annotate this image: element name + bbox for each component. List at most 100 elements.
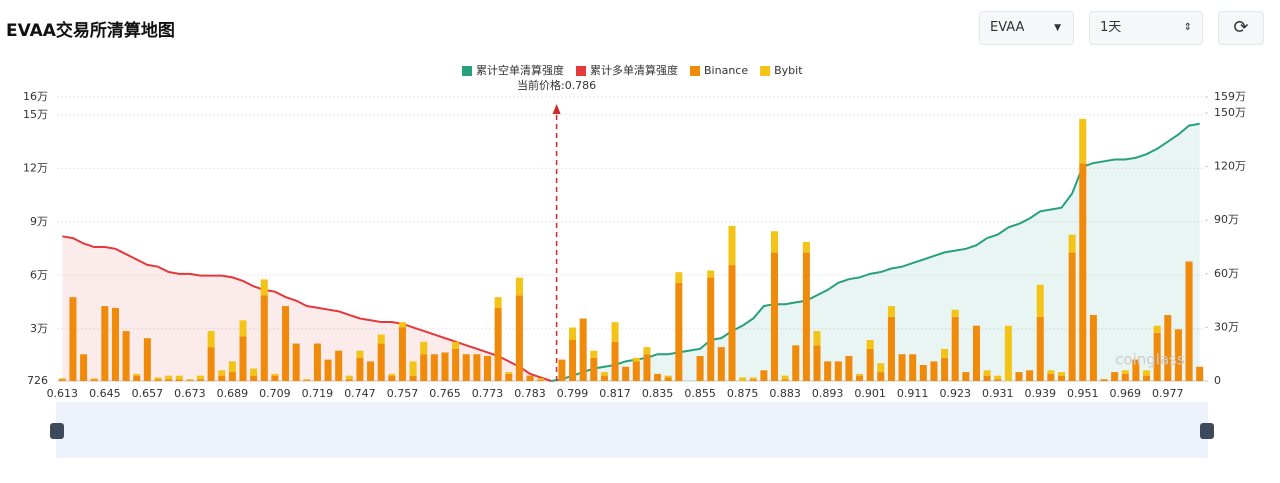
bar <box>441 352 449 381</box>
bar <box>1185 261 1193 381</box>
bar <box>739 377 747 381</box>
bar <box>430 354 438 381</box>
bar <box>930 361 938 381</box>
line <box>551 122 1200 382</box>
bar <box>260 279 268 296</box>
bar <box>866 339 874 349</box>
bar <box>749 377 757 380</box>
bar <box>600 372 608 376</box>
bar <box>313 343 321 381</box>
bar <box>452 341 460 349</box>
bar <box>165 379 173 381</box>
bar <box>462 354 470 381</box>
zoom-slider[interactable] <box>56 402 1208 458</box>
y2-tick-label: 0 <box>1214 374 1221 387</box>
line <box>62 235 552 382</box>
x-tick-label: 0.969 <box>1110 387 1142 400</box>
slider-handle-right[interactable] <box>1200 423 1214 439</box>
bar <box>367 361 375 381</box>
bar <box>643 354 651 381</box>
bar <box>207 331 215 348</box>
bar <box>228 372 236 381</box>
slider-handle-left[interactable] <box>50 423 64 439</box>
bar <box>1047 373 1055 381</box>
bar <box>356 357 364 381</box>
bar <box>590 357 598 381</box>
bar <box>271 375 279 381</box>
bar <box>1164 315 1172 381</box>
x-tick-label: 0.613 <box>47 387 79 400</box>
bar <box>218 375 226 381</box>
bar <box>887 316 895 381</box>
x-tick-label: 0.835 <box>642 387 674 400</box>
bar <box>303 380 311 381</box>
bar <box>994 379 1002 381</box>
bar <box>749 379 757 381</box>
bar <box>196 379 205 381</box>
x-tick-label: 0.901 <box>854 387 886 400</box>
bar <box>345 375 353 380</box>
bar <box>877 363 885 373</box>
bar <box>186 379 194 381</box>
bar <box>1079 118 1087 164</box>
refresh-button[interactable]: ⟳ <box>1218 11 1264 45</box>
bar <box>1132 359 1140 381</box>
bar <box>69 297 77 381</box>
bar <box>802 241 810 253</box>
bar <box>696 356 704 381</box>
y-tick-label: 6万 <box>30 268 48 281</box>
bar <box>356 350 364 358</box>
bar <box>1068 252 1076 381</box>
y-tick-label: 15万 <box>23 108 48 121</box>
legend-label: 累计多单清算强度 <box>590 63 678 77</box>
bar <box>600 375 608 381</box>
x-tick-label: 0.709 <box>259 387 291 400</box>
bar <box>494 307 502 381</box>
plot-layer <box>57 96 1208 382</box>
bar <box>473 354 481 381</box>
bar <box>537 380 545 381</box>
bar <box>622 366 630 381</box>
bar <box>1143 370 1151 376</box>
bar <box>377 343 385 381</box>
x-tick-label: 0.893 <box>812 387 844 400</box>
x-tick-label: 0.875 <box>727 387 759 400</box>
x-tick-label: 0.765 <box>429 387 461 400</box>
bar <box>781 379 789 381</box>
bar <box>675 272 683 283</box>
bar <box>1153 332 1161 381</box>
y-tick-label: 9万 <box>30 215 48 228</box>
bar <box>1036 284 1044 317</box>
bar <box>994 375 1002 380</box>
bar <box>941 357 949 381</box>
x-tick-label: 0.657 <box>132 387 164 400</box>
bar <box>398 322 406 328</box>
bar <box>941 348 949 358</box>
bar <box>303 379 311 381</box>
y-tick-label: 726 <box>27 374 48 387</box>
x-tick-label: 0.951 <box>1067 387 1099 400</box>
x-tick-label: 0.673 <box>174 387 206 400</box>
coin-select[interactable]: EVAA ▼ <box>979 11 1074 45</box>
bar <box>760 370 768 381</box>
x-tick-label: 0.799 <box>557 387 589 400</box>
bar <box>951 316 959 381</box>
y2-tick-label: 159万 <box>1214 90 1246 103</box>
range-select[interactable]: 1天 ⇕ <box>1089 11 1203 45</box>
bar <box>101 306 109 381</box>
bar <box>590 350 598 358</box>
bar <box>664 375 672 378</box>
legend-label: Binance <box>704 64 748 77</box>
bar <box>1026 370 1034 381</box>
y-tick-label: 16万 <box>23 90 48 103</box>
bar <box>111 307 119 381</box>
bar <box>664 377 672 381</box>
bar <box>122 331 130 381</box>
bar <box>1015 372 1023 381</box>
bar <box>1121 370 1129 374</box>
y2-tick-label: 150万 <box>1214 106 1246 119</box>
bar <box>228 361 236 373</box>
bar <box>388 375 396 381</box>
legend-swatch <box>760 66 771 76</box>
x-tick-label: 0.817 <box>599 387 631 400</box>
